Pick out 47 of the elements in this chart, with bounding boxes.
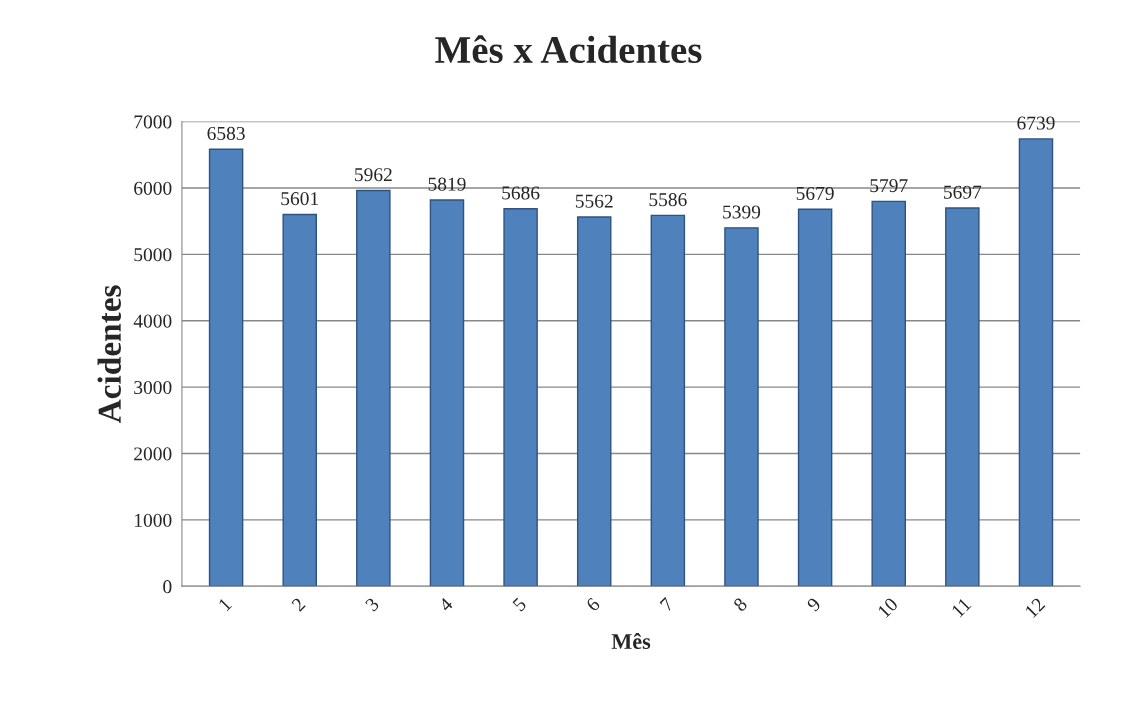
x-tick-label: 4 [438, 596, 454, 613]
x-tick-label: 2 [291, 597, 306, 612]
x-axis-title: Mês [611, 633, 651, 649]
bar [1018, 138, 1054, 587]
bar [945, 207, 980, 587]
data-label: 5797 [870, 179, 908, 193]
x-tick-label: 12 [1024, 597, 1046, 619]
bar [208, 148, 244, 587]
y-tick-label: 0 [163, 580, 172, 594]
x-tick-label: 1 [218, 597, 233, 612]
x-tick-label: 3 [364, 597, 380, 612]
data-label: 5601 [281, 192, 318, 206]
data-label: 5562 [575, 194, 613, 208]
chart-title: Mês x Acidentes [435, 35, 702, 64]
data-label: 6739 [1017, 116, 1055, 130]
y-axis-title: Acidentes [97, 285, 121, 424]
x-tick-label: 6 [585, 596, 601, 612]
x-tick-label: 7 [659, 596, 675, 612]
data-label: 5962 [355, 168, 392, 182]
y-tick-label: 4000 [133, 314, 172, 328]
bar [282, 213, 317, 587]
bar [797, 208, 833, 587]
bar [429, 199, 465, 587]
x-tick-label: 8 [732, 596, 748, 613]
x-tick-label: 5 [512, 597, 527, 612]
y-tick-label: 1000 [135, 513, 172, 527]
bar [871, 200, 906, 587]
y-tick-label: 6000 [134, 181, 172, 195]
y-tick-label: 7000 [134, 115, 172, 129]
data-label: 5679 [796, 186, 834, 200]
x-tick-label: 11 [951, 597, 972, 618]
y-tick-label: 2000 [134, 447, 172, 461]
data-label: 5819 [428, 177, 466, 191]
bar [576, 216, 612, 587]
x-tick-label: 10 [877, 596, 899, 619]
bar [724, 227, 759, 587]
x-tick-label: 9 [806, 597, 822, 613]
y-tick-label: 3000 [134, 380, 172, 395]
y-tick-label: 5000 [134, 248, 172, 262]
data-label: 5697 [944, 185, 982, 199]
bar [650, 214, 686, 587]
data-label: 5686 [502, 186, 540, 200]
bar [503, 208, 538, 587]
data-label: 6583 [207, 126, 245, 140]
bar [356, 189, 391, 587]
data-label: 5586 [649, 193, 687, 207]
data-label: 5399 [723, 205, 761, 219]
